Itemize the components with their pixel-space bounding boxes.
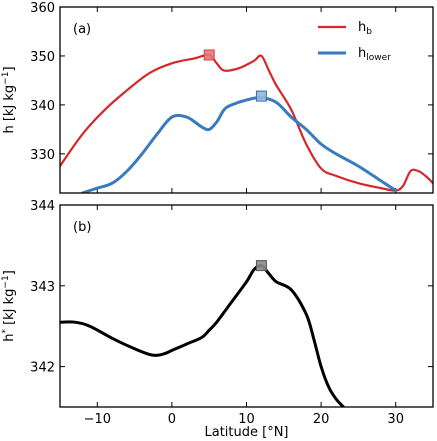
y-tick-label: 342 bbox=[30, 361, 55, 376]
x-tick-label: 30 bbox=[387, 412, 404, 427]
marker-hstar bbox=[255, 260, 267, 272]
y-tick-label: 330 bbox=[30, 148, 55, 163]
panel-b-frame bbox=[59, 204, 434, 408]
x-tick-label: −10 bbox=[84, 412, 111, 427]
panel-a-y-axis-label: h [kJ kg−1] bbox=[1, 66, 17, 133]
x-tick-label: 20 bbox=[313, 412, 330, 427]
legend-hb-label: hb bbox=[358, 20, 372, 37]
series-line-hlower bbox=[80, 96, 398, 193]
legend-hlower-label: hlower bbox=[358, 46, 391, 63]
x-tick-label: 10 bbox=[238, 412, 255, 427]
panel-a-label: (a) bbox=[73, 22, 91, 37]
y-tick-label: 343 bbox=[30, 280, 55, 295]
panel-b-y-axis-label: h* [kJ kg−1] bbox=[1, 270, 17, 342]
marker-hb bbox=[203, 49, 215, 61]
y-tick-label: 360 bbox=[30, 1, 55, 16]
y-tick-label: 350 bbox=[30, 50, 55, 65]
y-tick-label: 344 bbox=[30, 199, 55, 214]
legend: hb hlower bbox=[318, 20, 391, 63]
marker-hlower bbox=[255, 90, 267, 102]
x-axis-label: Latitude [°N] bbox=[204, 425, 288, 440]
panel-b: −10 0 10 20 30 342 343 344 (b) h* [kJ kg−1] Lat… bbox=[1, 199, 434, 440]
panel-b-label: (b) bbox=[73, 220, 91, 235]
panel-a-frame bbox=[59, 6, 434, 194]
series-line-hb bbox=[60, 53, 433, 192]
series-line-hstar bbox=[60, 263, 345, 407]
x-tick-label: 0 bbox=[168, 412, 176, 427]
y-tick-label: 340 bbox=[30, 99, 55, 114]
panel-a: 330 340 350 360 (a) hb hlower h [kJ kg−1] bbox=[1, 1, 434, 194]
